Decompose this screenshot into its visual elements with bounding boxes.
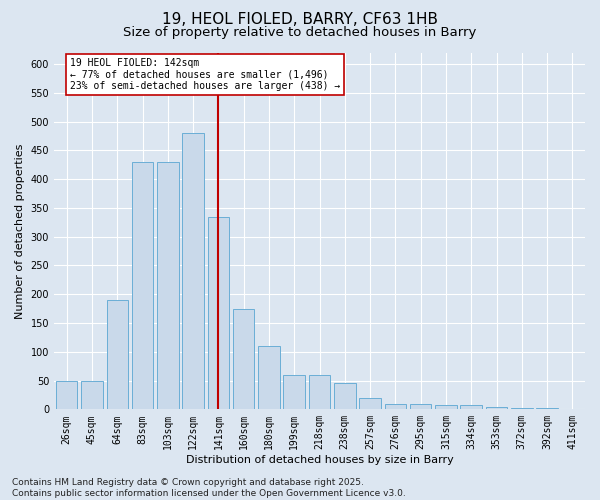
Bar xyxy=(132,162,153,410)
Bar xyxy=(359,398,381,409)
Bar xyxy=(157,162,179,410)
Bar xyxy=(283,375,305,410)
Bar xyxy=(258,346,280,410)
Bar xyxy=(309,375,330,410)
Bar xyxy=(107,300,128,410)
Bar xyxy=(435,406,457,409)
Bar xyxy=(233,308,254,410)
Text: 19 HEOL FIOLED: 142sqm
← 77% of detached houses are smaller (1,496)
23% of semi-: 19 HEOL FIOLED: 142sqm ← 77% of detached… xyxy=(70,58,340,91)
Bar xyxy=(460,406,482,409)
Bar xyxy=(208,216,229,410)
Bar xyxy=(56,380,77,410)
Bar xyxy=(334,384,356,409)
Bar xyxy=(511,408,533,410)
Bar xyxy=(536,408,558,410)
Bar xyxy=(385,404,406,409)
Text: Size of property relative to detached houses in Barry: Size of property relative to detached ho… xyxy=(124,26,476,39)
Bar xyxy=(486,407,507,410)
Text: Contains HM Land Registry data © Crown copyright and database right 2025.
Contai: Contains HM Land Registry data © Crown c… xyxy=(12,478,406,498)
Text: 19, HEOL FIOLED, BARRY, CF63 1HB: 19, HEOL FIOLED, BARRY, CF63 1HB xyxy=(162,12,438,28)
X-axis label: Distribution of detached houses by size in Barry: Distribution of detached houses by size … xyxy=(185,455,454,465)
Bar xyxy=(410,404,431,409)
Bar xyxy=(182,133,204,409)
Y-axis label: Number of detached properties: Number of detached properties xyxy=(15,143,25,318)
Bar xyxy=(81,380,103,410)
Bar xyxy=(562,409,583,410)
